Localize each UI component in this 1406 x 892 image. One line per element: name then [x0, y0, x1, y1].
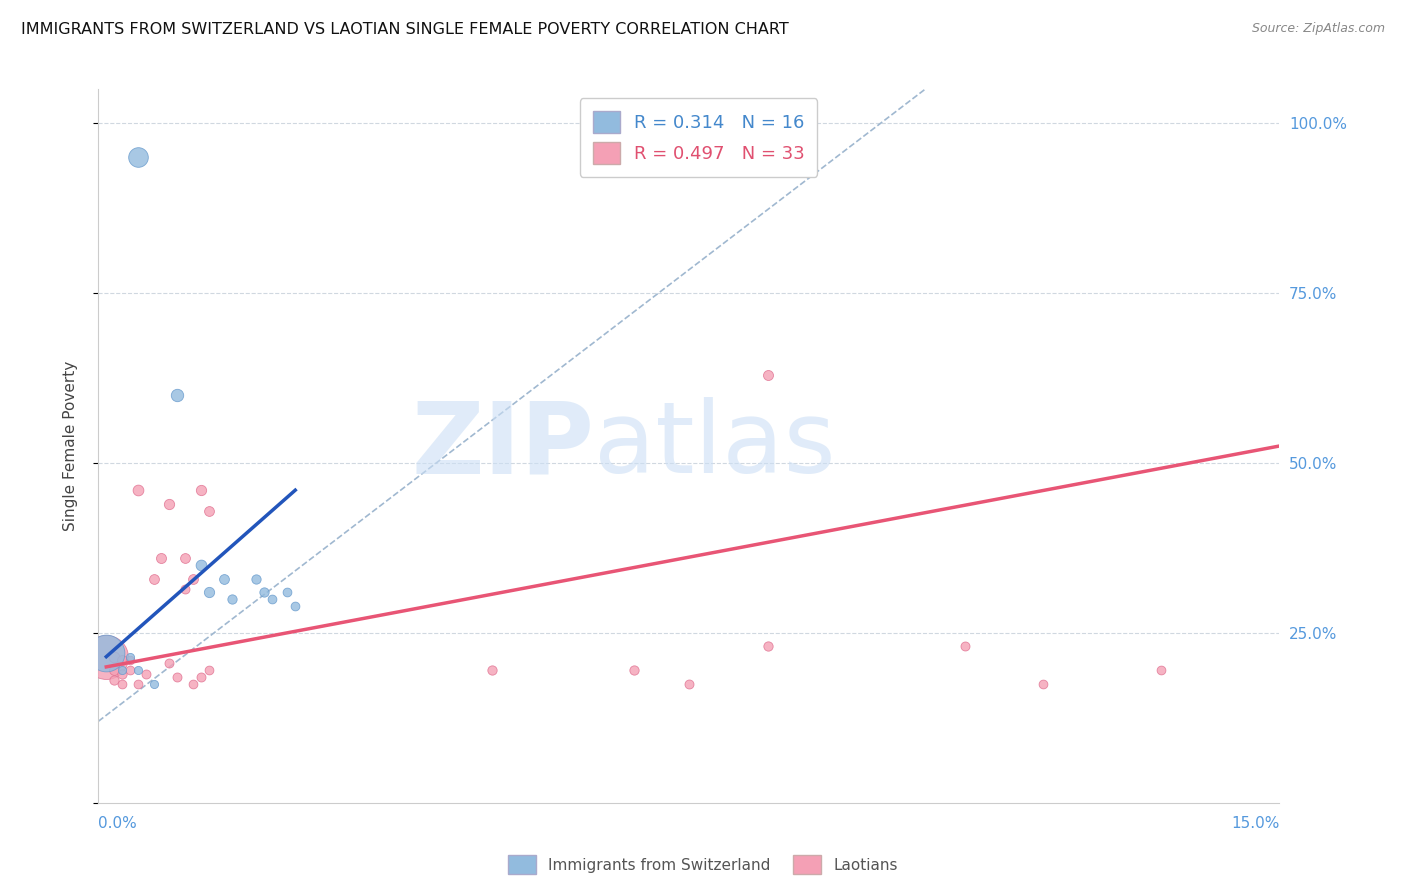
- Point: [111, 677, 134, 691]
- Point: [157, 497, 180, 511]
- Point: [174, 551, 197, 566]
- Legend: R = 0.314   N = 16, R = 0.497   N = 33: R = 0.314 N = 16, R = 0.497 N = 33: [579, 98, 817, 177]
- Point: [253, 585, 276, 599]
- Point: [127, 150, 149, 164]
- Point: [221, 591, 243, 606]
- Point: [678, 677, 700, 691]
- Point: [135, 666, 157, 681]
- Point: [118, 663, 141, 677]
- Point: [197, 585, 219, 599]
- Text: ZIP: ZIP: [412, 398, 595, 494]
- Y-axis label: Single Female Poverty: Single Female Poverty: [63, 361, 77, 531]
- Point: [166, 670, 188, 684]
- Point: [157, 657, 180, 671]
- Point: [127, 483, 149, 498]
- Point: [150, 551, 173, 566]
- Point: [190, 483, 212, 498]
- Point: [103, 673, 125, 688]
- Point: [127, 663, 149, 677]
- Point: [276, 585, 298, 599]
- Point: [111, 663, 134, 677]
- Point: [96, 649, 118, 664]
- Point: [284, 599, 307, 613]
- Point: [481, 663, 503, 677]
- Point: [197, 503, 219, 517]
- Point: [756, 368, 779, 382]
- Text: atlas: atlas: [595, 398, 837, 494]
- Point: [118, 653, 141, 667]
- Text: 15.0%: 15.0%: [1232, 816, 1279, 831]
- Point: [127, 677, 149, 691]
- Point: [103, 649, 125, 664]
- Point: [111, 653, 134, 667]
- Text: 0.0%: 0.0%: [98, 816, 138, 831]
- Point: [1150, 663, 1173, 677]
- Point: [214, 572, 236, 586]
- Point: [623, 663, 645, 677]
- Point: [1032, 677, 1054, 691]
- Point: [245, 572, 267, 586]
- Point: [190, 558, 212, 572]
- Point: [96, 646, 118, 660]
- Legend: Immigrants from Switzerland, Laotians: Immigrants from Switzerland, Laotians: [502, 849, 904, 880]
- Point: [166, 388, 188, 402]
- Point: [756, 640, 779, 654]
- Point: [197, 663, 219, 677]
- Point: [181, 677, 204, 691]
- Point: [142, 572, 165, 586]
- Point: [953, 640, 976, 654]
- Text: IMMIGRANTS FROM SWITZERLAND VS LAOTIAN SINGLE FEMALE POVERTY CORRELATION CHART: IMMIGRANTS FROM SWITZERLAND VS LAOTIAN S…: [21, 22, 789, 37]
- Point: [174, 582, 197, 596]
- Point: [111, 666, 134, 681]
- Text: Source: ZipAtlas.com: Source: ZipAtlas.com: [1251, 22, 1385, 36]
- Point: [103, 663, 125, 677]
- Point: [181, 572, 204, 586]
- Point: [190, 670, 212, 684]
- Point: [118, 649, 141, 664]
- Point: [142, 677, 165, 691]
- Point: [260, 591, 283, 606]
